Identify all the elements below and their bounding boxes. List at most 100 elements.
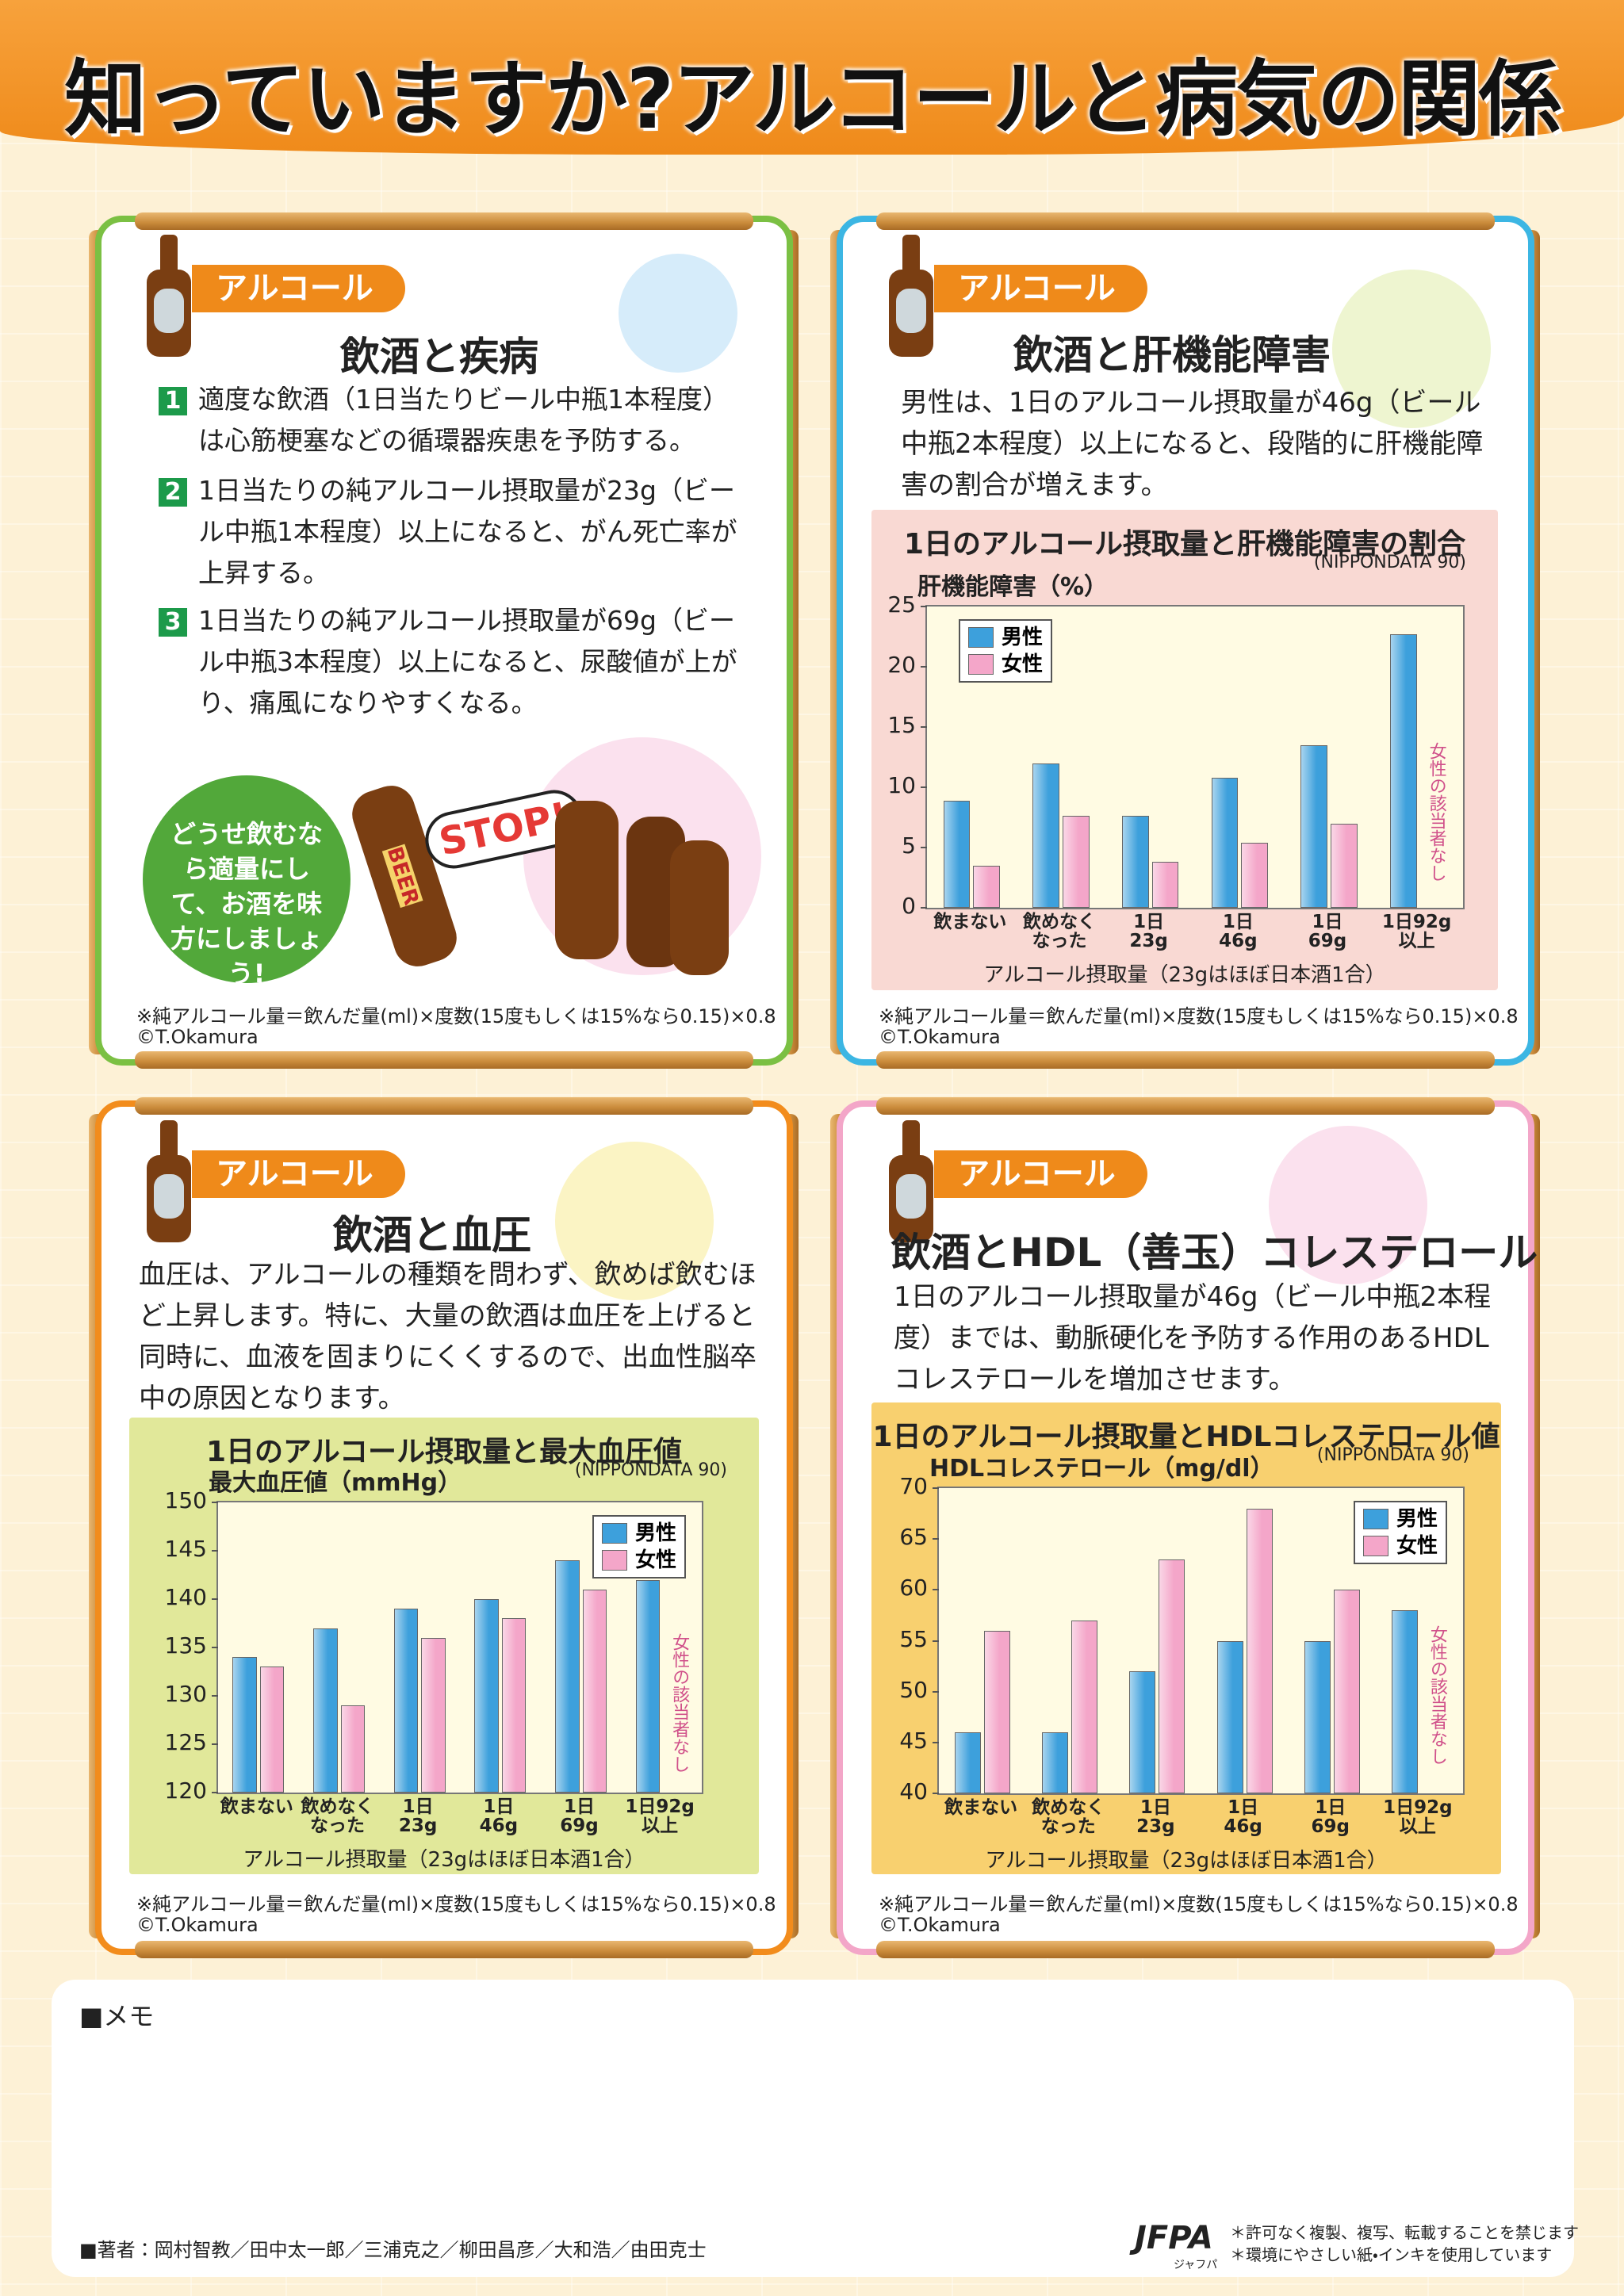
frame-rod <box>135 1097 753 1115</box>
bar <box>1211 777 1239 908</box>
bar <box>1121 816 1149 908</box>
y-tick <box>212 1502 218 1503</box>
y-tick <box>921 726 927 728</box>
credit: ©T.Okamura <box>136 1026 259 1048</box>
y-tick-label: 125 <box>164 1729 207 1755</box>
legend-entry: 女性 <box>968 651 1043 678</box>
y-tick-label: 15 <box>887 712 916 738</box>
bar <box>1216 1640 1243 1793</box>
legend-label: 男性 <box>1396 1507 1438 1531</box>
memo-label: ■メモ <box>79 2001 155 2031</box>
y-tick-label: 70 <box>899 1473 928 1499</box>
legend-swatch <box>1362 1509 1388 1529</box>
section-heading: 飲酒と肝機能障害 <box>1013 332 1331 378</box>
bar <box>340 1705 365 1793</box>
legend-swatch <box>601 1550 627 1571</box>
bar <box>955 1732 982 1793</box>
footer-note: ＊許可なく複製、複写、転載することを禁じます <box>1230 2223 1579 2242</box>
item-number: 3 <box>159 608 187 637</box>
legend-label: 女性 <box>1396 1534 1438 1558</box>
decor-circle <box>555 1142 714 1300</box>
item-number: 1 <box>159 387 187 415</box>
bottle-icon <box>896 289 926 333</box>
bar <box>474 1599 499 1793</box>
y-tick <box>212 1792 218 1793</box>
y-tick-label: 140 <box>164 1584 207 1610</box>
y-tick <box>212 1743 218 1745</box>
authors: ■著者：岡村智教／田中太一郎／三浦克之／柳田昌彦／大和浩／由田克士 <box>79 2239 707 2261</box>
memo-box <box>52 1980 1574 2277</box>
page-title: 知っていますか?アルコールと病気の関係 <box>63 51 1561 147</box>
x-tick-label: 1日 23g <box>1129 912 1168 951</box>
footer-note: ＊環境にやさしい紙・インキを使用しています <box>1230 2245 1553 2264</box>
frame-rod <box>876 1941 1495 1958</box>
chart: 1日のアルコール摂取量とHDLコレステロール値 (NIPPONDATA 90) HD… <box>871 1402 1501 1874</box>
x-tick-label: 1日 46g <box>479 1797 519 1836</box>
credit: ©T.Okamura <box>136 1914 259 1936</box>
y-axis-title: 肝機能障害（%） <box>917 573 1109 601</box>
bottle-character <box>555 801 619 959</box>
bar <box>984 1630 1011 1793</box>
chart-title: 1日のアルコール摂取量と肝機能障害の割合 <box>904 528 1465 561</box>
y-tick-label: 45 <box>899 1727 928 1754</box>
bar <box>1159 1559 1185 1793</box>
plot-area: 女性の該当者なし 男性 女性 <box>933 1487 1465 1795</box>
chart-source: (NIPPONDATA 90) <box>1316 1445 1469 1465</box>
bar <box>555 1560 580 1793</box>
y-tick-label: 135 <box>164 1632 207 1659</box>
y-tick-label: 60 <box>899 1575 928 1601</box>
y-tick-label: 20 <box>887 652 916 678</box>
footnote: ※純アルコール量＝飲んだ量(ml)×度数(15度もしくは15%なら0.15)×0… <box>879 1893 1519 1915</box>
logo: JFPA <box>1135 2220 1213 2256</box>
y-tick <box>933 1538 939 1540</box>
legend-entry: 男性 <box>1362 1506 1438 1533</box>
x-tick-label: 1日92g 以上 <box>1381 912 1452 951</box>
item-number: 2 <box>159 478 187 507</box>
speech-bubble: どうせ飲むなら適量にして、お酒を味方にしましょう! <box>143 775 350 989</box>
bottle-icon <box>154 289 184 333</box>
bar <box>635 1579 661 1793</box>
y-tick <box>933 1487 939 1489</box>
bar <box>501 1618 527 1793</box>
item-text: 適度な飲酒（1日当たりビール中瓶1本程度）は心筋梗塞などの循環器疾患を予防する。 <box>198 384 729 456</box>
annotation: 女性の該当者なし <box>669 1632 690 1773</box>
y-tick-label: 120 <box>164 1777 207 1804</box>
bottle-icon <box>160 235 178 273</box>
legend: 男性 女性 <box>592 1515 686 1578</box>
y-tick-label: 0 <box>902 893 916 919</box>
footnote: ※純アルコール量＝飲んだ量(ml)×度数(15度もしくは15%なら0.15)×0… <box>136 1893 776 1915</box>
bar <box>943 800 971 908</box>
legend-swatch <box>968 654 994 675</box>
legend-swatch <box>601 1523 627 1544</box>
x-axis-title: アルコール摂取量（23gはほぼ日本酒1合） <box>985 1849 1388 1873</box>
credit: ©T.Okamura <box>879 1914 1001 1936</box>
x-tick-label: 飲まない <box>220 1797 293 1817</box>
y-tick <box>921 907 927 909</box>
chart: 1日のアルコール摂取量と肝機能障害の割合 (NIPPONDATA 90) 肝機能障害… <box>871 510 1498 990</box>
x-tick-label: 飲めなく なった <box>301 1797 374 1836</box>
body-text: 1日のアルコール摂取量が46g（ビール中瓶2本程度）までは、動脈硬化を予防する作… <box>894 1281 1492 1395</box>
x-tick-label: 1日 69g <box>1308 912 1347 951</box>
bar <box>421 1637 446 1793</box>
y-tick-label: 10 <box>887 772 916 798</box>
bar <box>1389 633 1417 908</box>
y-tick-label: 65 <box>899 1524 928 1551</box>
bar <box>393 1609 419 1793</box>
section-tag: アルコール <box>192 1150 405 1198</box>
chart: 1日のアルコール摂取量と最大血圧値 (NIPPONDATA 90) 最大血圧値（mm… <box>129 1418 759 1874</box>
x-tick-label: 飲まない <box>933 912 1007 932</box>
bar <box>1042 1732 1069 1793</box>
x-tick-label: 1日 69g <box>560 1797 599 1836</box>
y-tick <box>933 1640 939 1642</box>
legend-entry: 女性 <box>1362 1533 1438 1559</box>
frame-rod <box>876 212 1495 230</box>
y-tick <box>921 606 927 607</box>
legend-swatch <box>968 627 994 648</box>
section-heading: 飲酒と疾病 <box>340 334 538 380</box>
plot-area: 女性の該当者なし 男性 女性 <box>212 1501 703 1794</box>
y-tick-label: 150 <box>164 1487 207 1513</box>
header-band <box>0 0 1624 155</box>
section-tag: アルコール <box>934 265 1147 312</box>
frame-rod <box>135 1941 753 1958</box>
section-heading: 飲酒とHDL（善玉）コレステロール <box>891 1230 1538 1276</box>
